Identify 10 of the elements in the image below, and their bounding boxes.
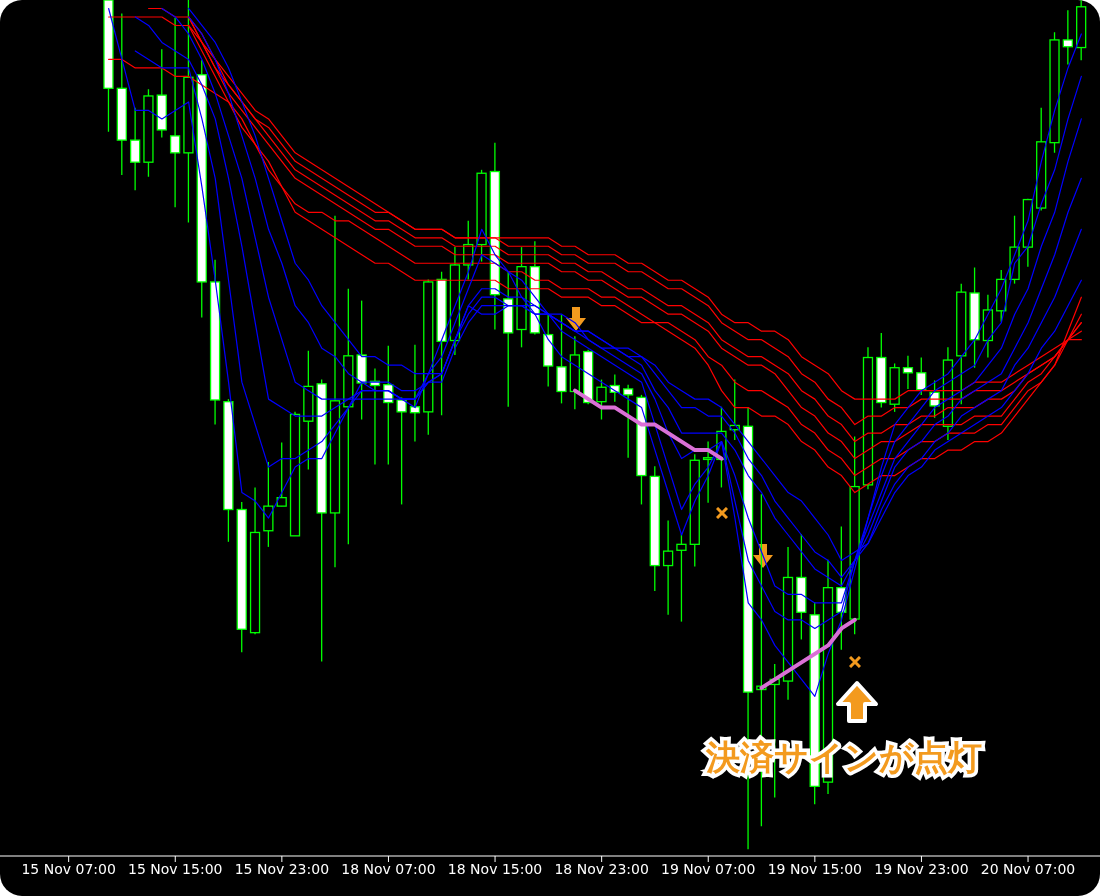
x-tick-label: 15 Nov 15:00: [128, 860, 223, 877]
x-tick-label: 20 Nov 07:00: [980, 860, 1076, 877]
x-tick-label: 15 Nov 23:00: [234, 860, 330, 877]
x-tick-label: 18 Nov 15:00: [447, 860, 543, 877]
x-tick-label: 19 Nov 23:00: [874, 860, 969, 877]
x-tick-label: 18 Nov 07:00: [341, 860, 436, 877]
x-tick-label: 15 Nov 07:00: [21, 860, 116, 877]
x-tick-label: 18 Nov 23:00: [554, 860, 649, 877]
x-tick-label: 19 Nov 15:00: [767, 860, 863, 877]
x-tick-label: 19 Nov 07:00: [661, 860, 756, 877]
